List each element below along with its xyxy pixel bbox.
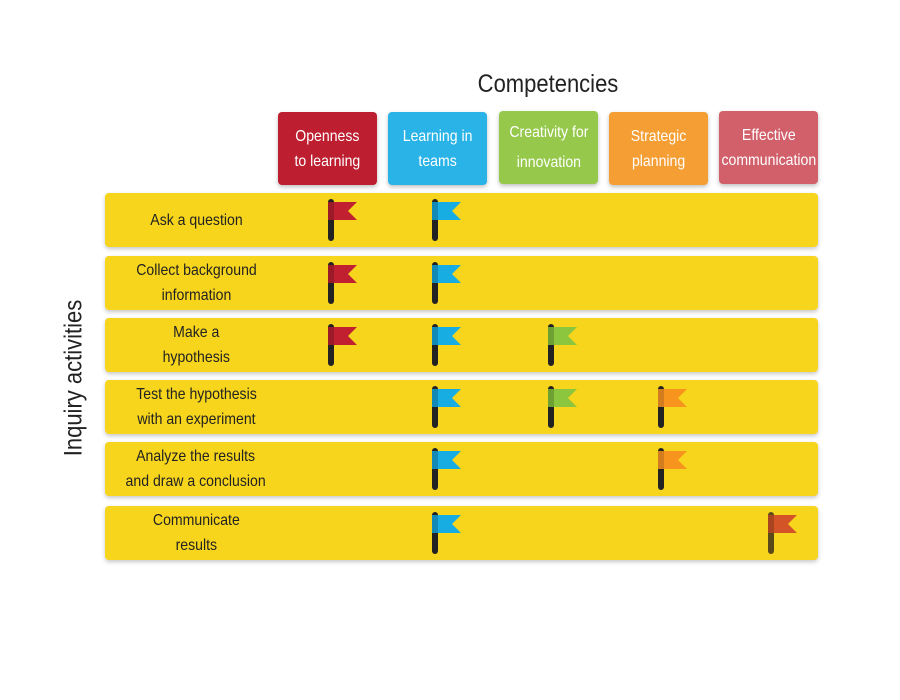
flag-red-icon: [328, 262, 357, 304]
flag-red-orange-icon: [768, 512, 797, 554]
competency-openness: Openness to learning: [278, 112, 377, 185]
activity-label: Collect background: [135, 262, 257, 279]
activity-row-test: Test the hypothesis with an experiment: [105, 380, 818, 434]
competency-label: innovation: [516, 153, 581, 171]
competency-learning-teams: Learning in teams: [388, 112, 487, 185]
activity-row-collect: Collect background information: [105, 256, 818, 310]
competency-strategic: Strategic planning: [609, 112, 708, 185]
competency-label: Learning in: [402, 127, 473, 145]
activity-label: Make a: [172, 324, 220, 341]
flag-blue-icon: [432, 199, 461, 241]
activity-label: Analyze the results: [136, 448, 256, 465]
flag-blue-icon: [432, 324, 461, 366]
competency-label: Openness: [295, 127, 360, 145]
activity-label: Communicate: [152, 512, 240, 529]
flag-orange-icon: [658, 448, 687, 490]
flag-red-icon: [328, 324, 357, 366]
competency-label: planning: [631, 152, 686, 170]
y-axis-label: Inquiry activities: [59, 299, 88, 457]
activity-label: Test the hypothesis: [135, 386, 257, 403]
activity-row-hypothesis: Make a hypothesis: [105, 318, 818, 372]
competency-label: to learning: [294, 152, 361, 170]
chart-title: Competencies: [477, 70, 619, 98]
competency-label: Strategic: [630, 127, 687, 145]
flag-blue-icon: [432, 262, 461, 304]
flag-green-icon: [548, 324, 577, 366]
activity-label: and draw a conclusion: [125, 473, 267, 490]
activity-row-ask: Ask a question: [105, 193, 818, 247]
activity-label: information: [161, 287, 231, 304]
competency-communication: Effective communication: [719, 111, 818, 184]
activity-label: results: [175, 537, 217, 554]
competency-label: communication: [721, 151, 816, 169]
flag-orange-icon: [658, 386, 687, 428]
activity-label: with an experiment: [136, 411, 256, 428]
competency-creativity: Creativity for innovation: [499, 111, 598, 184]
flag-blue-icon: [432, 512, 461, 554]
flag-red-icon: [328, 199, 357, 241]
activity-label: hypothesis: [162, 349, 230, 366]
activity-label: Ask a question: [149, 211, 243, 229]
activity-row-analyze: Analyze the results and draw a conclusion: [105, 442, 818, 496]
flag-green-icon: [548, 386, 577, 428]
flag-blue-icon: [432, 448, 461, 490]
competency-label: Creativity for: [508, 123, 589, 141]
competency-label: teams: [418, 152, 457, 170]
flag-blue-icon: [432, 386, 461, 428]
activity-row-communicate: Communicate results: [105, 506, 818, 560]
competency-label: Effective: [741, 126, 796, 144]
